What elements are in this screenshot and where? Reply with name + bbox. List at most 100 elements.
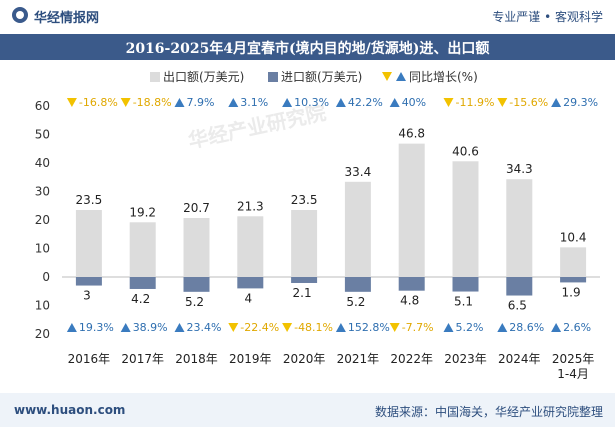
x-tick-label: 2017年 xyxy=(121,352,164,366)
up-triangle-icon xyxy=(228,98,239,107)
export-value-label: 23.5 xyxy=(291,193,318,207)
export-growth-label: 7.9% xyxy=(187,96,215,109)
export-bar xyxy=(344,181,371,277)
x-tick-label: 2019年 xyxy=(229,352,272,366)
import-bar xyxy=(183,277,210,292)
up-triangle-icon xyxy=(443,323,454,332)
import-bar xyxy=(237,277,264,289)
x-tick-label: 1-4月 xyxy=(557,367,589,381)
export-growth-label: 42.2% xyxy=(348,96,383,109)
legend-up-triangle-icon xyxy=(396,72,406,81)
import-growth-label: 28.6% xyxy=(509,321,544,334)
import-growth-label: -22.4% xyxy=(240,321,279,334)
import-growth-label: 23.4% xyxy=(187,321,222,334)
export-value-label: 33.4 xyxy=(345,165,372,179)
import-growth-label: 38.9% xyxy=(133,321,168,334)
y-tick-label: 0 xyxy=(42,270,50,284)
import-value-label: 5.1 xyxy=(454,295,473,309)
import-value-label: 3 xyxy=(83,289,91,303)
up-triangle-icon xyxy=(174,323,185,332)
y-tick-label: 10 xyxy=(35,242,50,256)
up-triangle-icon xyxy=(282,98,293,107)
import-value-label: 4.8 xyxy=(400,294,419,308)
export-bar xyxy=(75,210,102,277)
up-triangle-icon xyxy=(389,98,400,107)
import-value-label: 2.1 xyxy=(293,286,312,300)
up-triangle-icon xyxy=(120,323,131,332)
up-triangle-icon xyxy=(174,98,185,107)
export-bar xyxy=(452,161,479,277)
footer: www.huaon.com 数据来源：中国海关，华经产业研究院整理 xyxy=(0,393,615,427)
chart-title: 2016-2025年4月宜春市(境内目的地/货源地)进、出口额 xyxy=(125,41,490,57)
brand-name: 华经情报网 xyxy=(34,11,100,26)
import-bar xyxy=(129,277,156,289)
up-triangle-icon xyxy=(335,323,346,332)
x-tick-label: 2016年 xyxy=(68,352,111,366)
export-bar xyxy=(506,179,533,277)
export-growth-label: -18.8% xyxy=(133,96,172,109)
import-value-label: 1.9 xyxy=(562,285,581,299)
export-bar xyxy=(560,247,587,277)
legend-label-export: 出口额(万美元) xyxy=(163,70,244,84)
top-bar: 华经情报网 专业严谨 • 客观科学 xyxy=(0,0,615,34)
export-bar xyxy=(183,218,210,277)
import-bar xyxy=(344,277,371,292)
x-tick-label: 2025年 xyxy=(552,352,595,366)
import-growth-label: 19.3% xyxy=(79,321,114,334)
up-triangle-icon xyxy=(551,98,562,107)
down-triangle-icon xyxy=(228,323,239,332)
down-triangle-icon xyxy=(497,98,508,107)
up-triangle-icon xyxy=(66,323,77,332)
x-tick-label: 2018年 xyxy=(175,352,218,366)
export-bar xyxy=(398,143,425,277)
y-tick-label: 30 xyxy=(35,185,50,199)
down-triangle-icon xyxy=(389,323,400,332)
legend-swatch-export xyxy=(150,72,160,82)
x-tick-label: 2022年 xyxy=(390,352,433,366)
down-triangle-icon xyxy=(120,98,131,107)
export-growth-label: 3.1% xyxy=(240,96,268,109)
legend-down-triangle-icon xyxy=(382,72,392,81)
import-value-label: 5.2 xyxy=(185,295,204,309)
website-link[interactable]: www.huaon.com xyxy=(14,403,126,417)
import-value-label: 6.5 xyxy=(508,299,527,313)
export-value-label: 20.7 xyxy=(183,201,210,215)
export-growth-label: 40% xyxy=(402,96,426,109)
y-tick-label: 50 xyxy=(35,128,50,142)
import-bar xyxy=(560,277,587,283)
up-triangle-icon xyxy=(335,98,346,107)
y-tick-label: 60 xyxy=(35,99,50,113)
import-growth-label: -7.7% xyxy=(402,321,434,334)
x-tick-label: 2024年 xyxy=(498,352,541,366)
y-tick-label: 20 xyxy=(35,327,50,341)
y-tick-label: 20 xyxy=(35,213,50,227)
import-value-label: 4 xyxy=(244,291,252,305)
data-source: 数据来源：中国海关，华经产业研究院整理 xyxy=(374,405,603,419)
import-value-label: 4.2 xyxy=(131,292,150,306)
import-growth-label: 152.8% xyxy=(348,321,390,334)
legend-swatch-import xyxy=(268,72,278,82)
slogan: 专业严谨 • 客观科学 xyxy=(492,10,603,24)
import-bar xyxy=(398,277,425,291)
export-value-label: 34.3 xyxy=(506,162,533,176)
export-growth-label: 10.3% xyxy=(294,96,329,109)
export-value-label: 40.6 xyxy=(452,144,479,158)
up-triangle-icon xyxy=(497,323,508,332)
logo-icon xyxy=(12,7,28,23)
up-triangle-icon xyxy=(551,323,562,332)
x-tick-label: 2023年 xyxy=(444,352,487,366)
x-tick-label: 2020年 xyxy=(283,352,326,366)
export-value-label: 10.4 xyxy=(560,230,587,244)
export-bar xyxy=(291,210,318,277)
down-triangle-icon xyxy=(282,323,293,332)
down-triangle-icon xyxy=(66,98,77,107)
title-band xyxy=(0,34,615,60)
import-bar xyxy=(506,277,533,296)
export-growth-label: -16.8% xyxy=(79,96,118,109)
export-bar xyxy=(237,216,264,277)
export-value-label: 19.2 xyxy=(129,205,156,219)
import-growth-label: -48.1% xyxy=(294,321,333,334)
import-growth-label: 5.2% xyxy=(456,321,484,334)
export-value-label: 21.3 xyxy=(237,199,264,213)
